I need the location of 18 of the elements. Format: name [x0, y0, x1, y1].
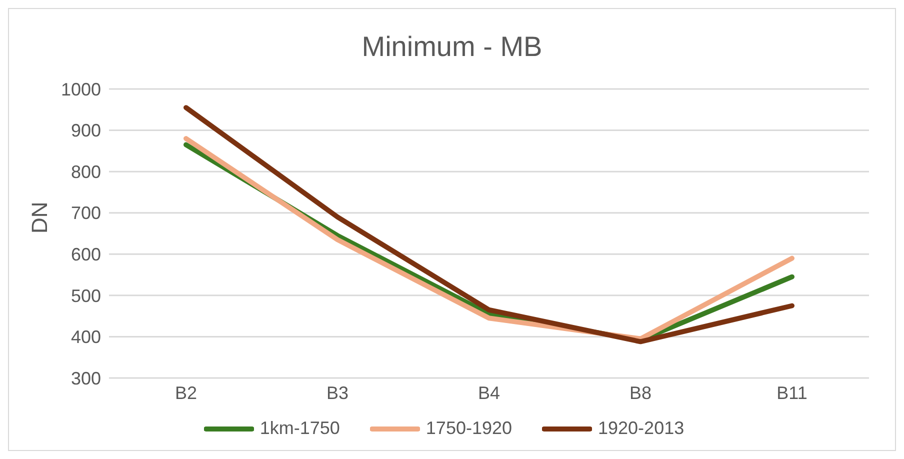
- chart-title: Minimum - MB: [360, 30, 544, 64]
- y-tick-label: 400: [70, 327, 101, 348]
- x-tick-label: B4: [478, 382, 500, 403]
- y-tick-label: 500: [70, 286, 101, 306]
- x-tick-label: B3: [326, 382, 349, 403]
- legend-label: 1km-1750: [260, 418, 340, 439]
- legend-label: 1920-2013: [598, 418, 684, 439]
- y-tick-label: 600: [70, 244, 101, 265]
- legend-label: 1750-1920: [426, 418, 512, 439]
- y-tick-label: 800: [70, 162, 101, 182]
- y-tick-label: 300: [70, 368, 101, 388]
- x-tick-label: B11: [776, 382, 808, 403]
- y-tick-label: 1000: [60, 79, 101, 100]
- x-tick-label: B2: [174, 382, 198, 403]
- y-tick-label: 900: [70, 120, 101, 141]
- x-tick-label: B8: [629, 382, 652, 403]
- y-tick-label: 700: [70, 203, 101, 224]
- y-axis-title: DN: [26, 202, 52, 234]
